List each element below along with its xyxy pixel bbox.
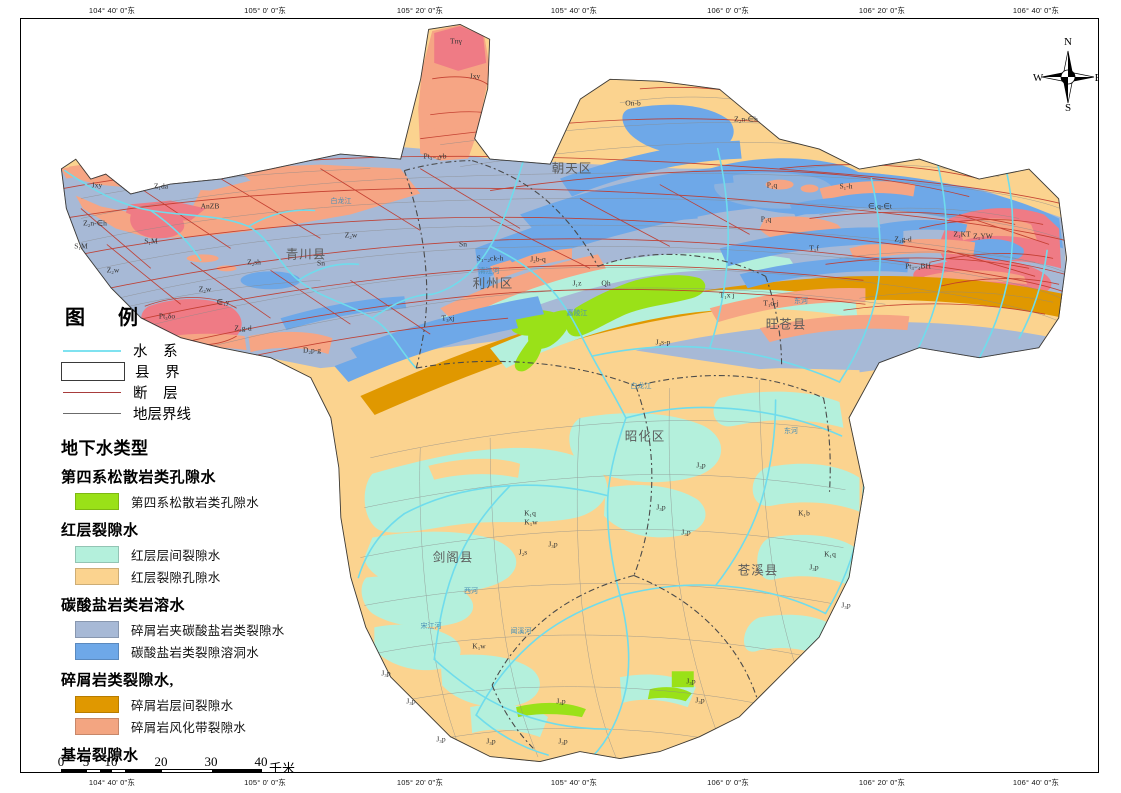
legend-line-strata-boundary[interactable]: 地层界线 [61, 403, 321, 424]
legend-line-label: 断 层 [133, 386, 184, 402]
legend-group-heading: 基岩裂隙水 [61, 748, 139, 764]
longitude-label: 106° 40' 0"东 [1012, 6, 1060, 15]
longitude-label: 105° 20' 0"东 [396, 6, 444, 15]
longitude-label: 105° 0' 0"东 [244, 6, 286, 15]
county-boundary-icon [61, 362, 125, 381]
legend-item-label: 碎屑岩层间裂隙水 [131, 698, 234, 713]
legend-swatch [75, 695, 119, 713]
scale-bar-graphic [61, 769, 262, 772]
longitude-label: 106° 20' 0"东 [858, 778, 906, 787]
scale-tick: 0 [57, 754, 65, 769]
legend-swatch [75, 492, 119, 510]
scale-tick: 20 [154, 754, 168, 769]
legend-item[interactable]: 碎屑岩风化带裂隙水 [75, 715, 321, 737]
legend-item[interactable]: 红层层间裂隙水 [75, 543, 321, 565]
legend-title: 图 例 [65, 307, 152, 329]
fault-line-icon [61, 387, 123, 399]
compass-rose: N S E W [1033, 36, 1099, 113]
legend-line-label: 地层界线 [133, 407, 191, 423]
hydrogeology-map[interactable] [21, 19, 1098, 772]
legend-swatch [75, 717, 119, 735]
scale-tick: 5 [82, 754, 90, 769]
legend-swatch [75, 567, 119, 585]
legend-item[interactable]: 碎屑岩层间裂隙水 [75, 693, 321, 715]
legend-group-carbonate: 碳酸盐岩类岩溶水 碎屑岩夹碳酸盐岩类裂隙水 碳酸盐岩类裂隙溶洞水 [61, 594, 321, 662]
legend-group-clastic: 碎屑岩类裂隙水, 碎屑岩层间裂隙水 碎屑岩风化带裂隙水 [61, 669, 321, 737]
legend-item-label: 红层裂隙孔隙水 [131, 570, 221, 585]
longitude-label: 105° 40' 0"东 [550, 6, 598, 15]
scale-tick: 10 [104, 754, 118, 769]
legend-item[interactable]: 红层裂隙孔隙水 [75, 565, 321, 587]
legend-item-label: 碳酸盐岩类裂隙溶洞水 [131, 645, 260, 660]
longitude-label: 106° 0' 0"东 [707, 6, 749, 15]
legend-group-heading: 第四系松散岩类孔隙水 [61, 470, 217, 486]
longitude-label: 105° 40' 0"东 [550, 778, 598, 787]
longitude-label: 106° 0' 0"东 [707, 778, 749, 787]
legend-line-water[interactable]: 水 系 [61, 340, 321, 361]
longitude-label: 106° 20' 0"东 [858, 6, 906, 15]
legend-item-label: 碎屑岩风化带裂隙水 [131, 720, 247, 735]
compass-north-label: N [1064, 36, 1072, 48]
legend-panel[interactable]: 图 例 水 系 县 界 断 层 地层界线 地下水类型 第四系松散岩类孔隙水 第四… [61, 301, 321, 772]
legend-swatch [75, 642, 119, 660]
longitude-label: 106° 40' 0"东 [1012, 778, 1060, 787]
legend-group-heading: 红层裂隙水 [61, 523, 139, 539]
scale-bar-unit: 千米 [269, 761, 296, 773]
legend-item[interactable]: 第四系松散岩类孔隙水 [75, 490, 321, 512]
legend-item-label: 第四系松散岩类孔隙水 [131, 495, 260, 510]
longitude-label: 104° 40' 0"东 [88, 6, 136, 15]
legend-group-quaternary: 第四系松散岩类孔隙水 第四系松散岩类孔隙水 [61, 466, 321, 512]
longitude-label: 104° 40' 0"东 [88, 778, 136, 787]
water-line-icon [61, 345, 123, 357]
legend-item[interactable]: 碎屑岩夹碳酸盐岩类裂隙水 [75, 618, 321, 640]
map-neatline[interactable]: 青川县 朝天区 利州区 旺苍县 昭化区 剑阁县 苍溪县 Tпγ Jxy Pt₃₋₄yb Jxy Z₁d… [20, 18, 1099, 773]
legend-swatch [75, 545, 119, 563]
scale-tick: 30 [204, 754, 218, 769]
legend-item[interactable]: 碳酸盐岩类裂隙溶洞水 [75, 640, 321, 662]
legend-groundwater-type-heading: 地下水类型 [61, 439, 149, 458]
legend-item-label: 碎屑岩夹碳酸盐岩类裂隙水 [131, 623, 285, 638]
compass-east-label: E [1095, 72, 1099, 84]
legend-group-heading: 碎屑岩类裂隙水, [61, 673, 174, 689]
scale-bar: 0 5 10 20 30 40 千米 [57, 754, 321, 773]
legend-line-label: 县 界 [135, 365, 186, 381]
legend-group-redbed: 红层裂隙水 红层层间裂隙水 红层裂隙孔隙水 [61, 519, 321, 587]
legend-group-heading: 碳酸盐岩类岩溶水 [61, 598, 186, 614]
legend-line-label: 水 系 [133, 344, 184, 360]
compass-west-label: W [1033, 72, 1044, 84]
legend-line-county-boundary[interactable]: 县 界 [61, 361, 321, 382]
legend-swatch [75, 620, 119, 638]
strata-boundary-line-icon [61, 408, 123, 420]
scale-tick: 40 [254, 754, 268, 769]
scale-bar-ticks: 0 5 10 20 30 40 [57, 754, 321, 769]
legend-line-fault[interactable]: 断 层 [61, 382, 321, 403]
longitude-label: 105° 20' 0"东 [396, 778, 444, 787]
compass-south-label: S [1065, 102, 1071, 113]
legend-item-label: 红层层间裂隙水 [131, 548, 221, 563]
longitude-label: 105° 0' 0"东 [244, 778, 286, 787]
